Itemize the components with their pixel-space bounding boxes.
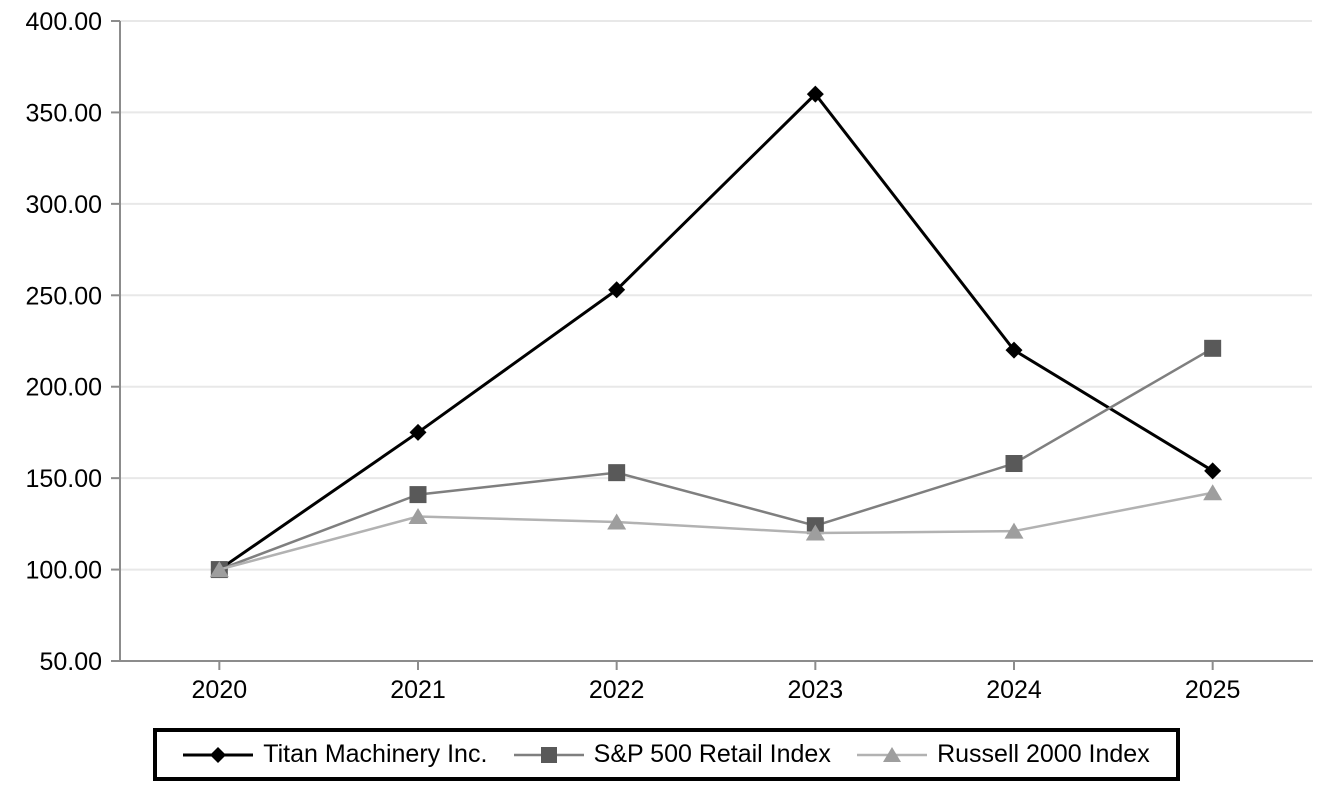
diamond-marker: [1005, 341, 1023, 359]
y-axis-tick-label: 350.00: [26, 99, 102, 127]
y-axis-tick-label: 250.00: [26, 282, 102, 310]
x-axis-tick-label: 2022: [589, 676, 645, 704]
x-axis-tick-label: 2021: [390, 676, 446, 704]
series-line-3: [219, 491, 1213, 571]
square-marker: [409, 486, 427, 504]
legend-item-sp500-retail: S&P 500 Retail Index: [513, 740, 831, 769]
square-marker: [540, 746, 557, 763]
legend-label-sp500-retail: S&P 500 Retail Index: [593, 740, 831, 768]
diamond-marker: [409, 423, 427, 441]
legend-label-titan-machinery: Titan Machinery Inc.: [263, 740, 488, 768]
y-axis-tick-label: 50.00: [39, 648, 102, 676]
square-marker: [1005, 455, 1023, 473]
y-axis-tick-label: 300.00: [26, 191, 102, 219]
legend-item-russell-2000: Russell 2000 Index: [857, 740, 1150, 769]
triangle-marker: [805, 524, 825, 541]
x-axis-tick-label: 2023: [788, 676, 844, 704]
x-axis-tick-label: 2025: [1185, 676, 1241, 704]
titan-machinery-line-diamond-icon: [183, 746, 254, 763]
y-axis-tick-label: 400.00: [26, 8, 102, 36]
square-marker: [1204, 339, 1222, 357]
russell-2000-line-triangle-icon: [857, 746, 928, 762]
x-axis-tick-label: 2020: [192, 676, 248, 704]
y-axis-tick-label: 100.00: [26, 557, 102, 585]
diamond-marker: [1204, 462, 1222, 480]
diamond-marker: [608, 281, 626, 299]
diamond-marker: [806, 85, 824, 103]
triangle-marker: [1203, 484, 1223, 501]
series-line-2: [218, 347, 1214, 571]
x-axis-tick-label: 2024: [986, 676, 1042, 704]
y-axis-tick-label: 150.00: [26, 465, 102, 493]
series-line-1: [218, 91, 1214, 571]
y-axis-tick-label: 200.00: [26, 374, 102, 402]
legend-item-titan-machinery: Titan Machinery Inc.: [183, 740, 487, 769]
line-chart-plot-area: 50.00 100.00 150.00 200.00 250.00 300.00 350.0…: [26, 8, 1313, 704]
diamond-marker: [210, 746, 227, 763]
sp500-retail-line-square-icon: [513, 746, 584, 763]
triangle-marker: [1004, 522, 1024, 539]
triangle-marker: [607, 513, 627, 530]
square-marker: [608, 464, 626, 482]
chart-legend: Titan Machinery Inc. S&P 500 Retail Inde…: [153, 728, 1180, 781]
legend-label-russell-2000: Russell 2000 Index: [937, 740, 1150, 768]
triangle-marker: [209, 561, 229, 578]
triangle-marker: [883, 746, 902, 762]
triangle-marker: [408, 508, 428, 525]
